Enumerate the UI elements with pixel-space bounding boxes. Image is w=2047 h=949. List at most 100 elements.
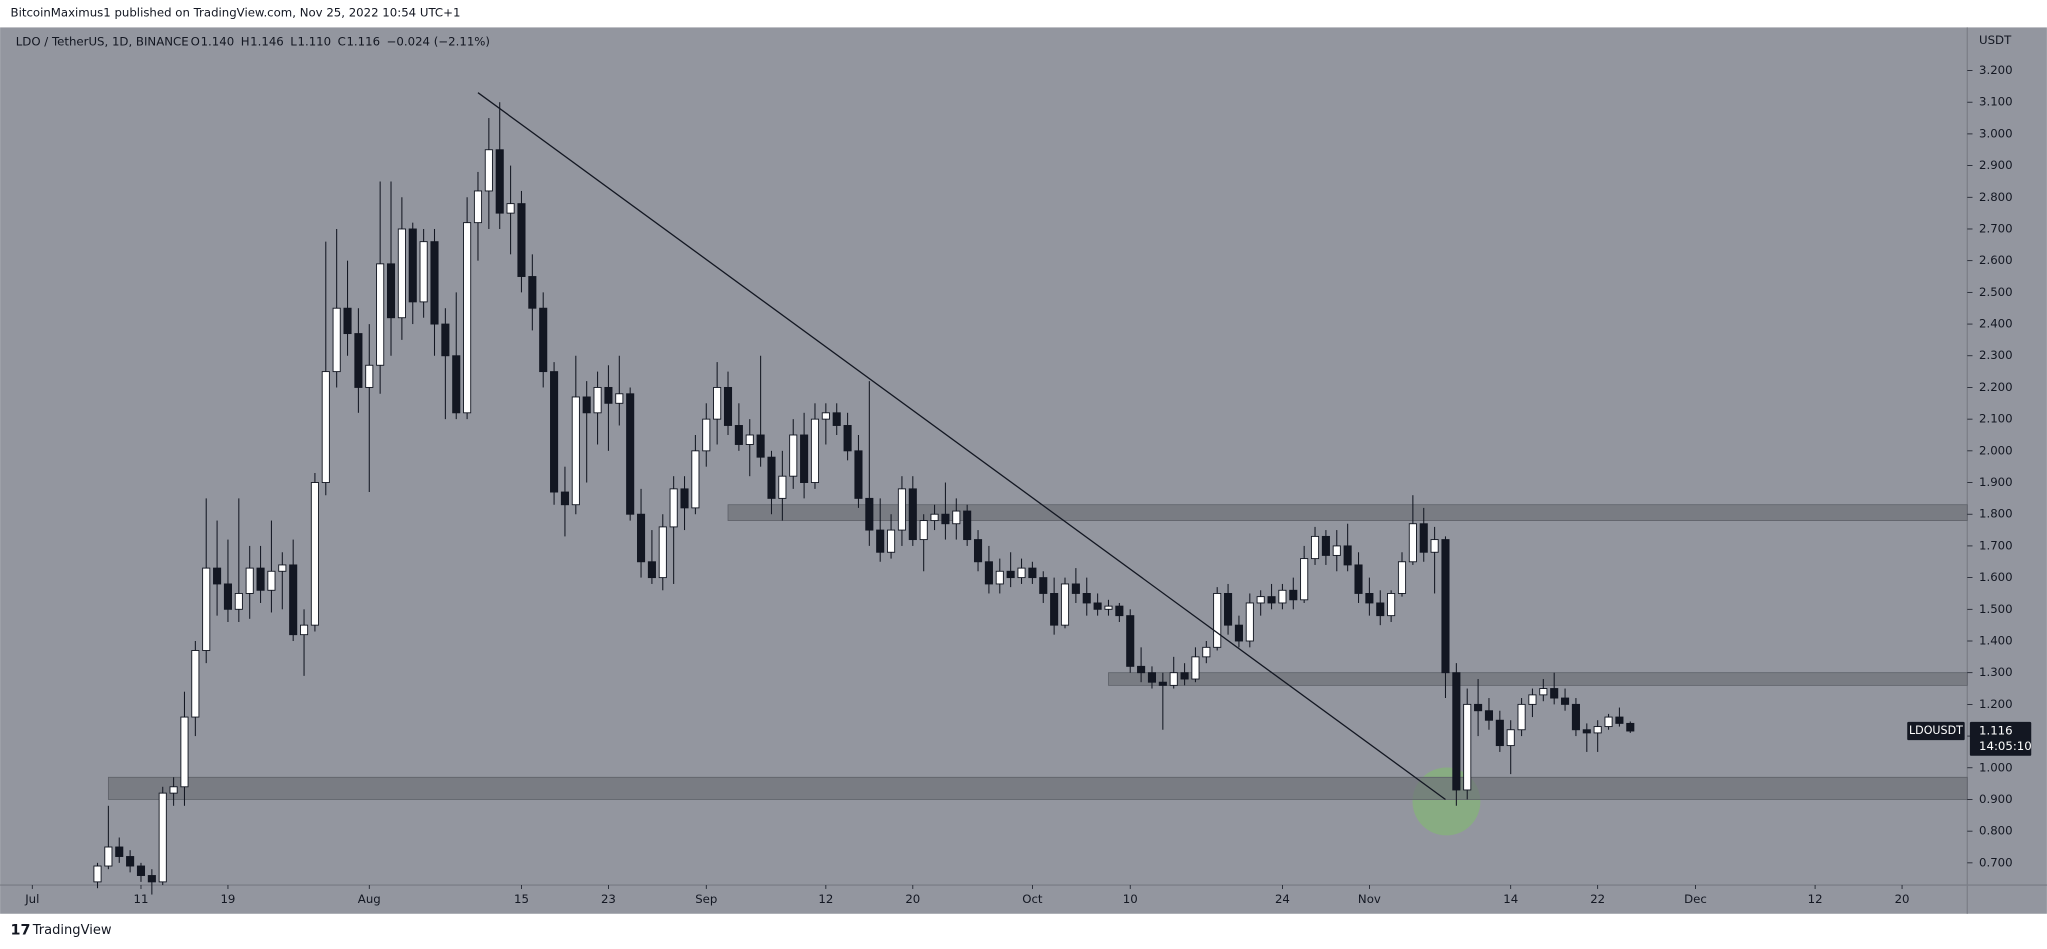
x-tick-label: 12 <box>1808 892 1823 906</box>
candle-body <box>1245 602 1254 642</box>
candle-body <box>1397 561 1407 594</box>
candle-body <box>256 567 265 591</box>
y-tick-label: 2.300 <box>1979 348 2013 362</box>
y-tick-label: 2.600 <box>1979 253 2013 267</box>
candle-body <box>550 371 559 493</box>
symbol-tag: LDOUSDT <box>1909 724 1963 737</box>
candle-body <box>1050 593 1059 626</box>
x-tick-label: 14 <box>1503 892 1518 906</box>
x-tick-label: Jul <box>24 892 39 906</box>
candle-body <box>1234 624 1243 642</box>
candle-body <box>1419 523 1428 553</box>
y-tick-label: 2.500 <box>1979 285 2013 299</box>
candle-body <box>1126 615 1135 667</box>
candle-body <box>756 434 765 458</box>
candle-body <box>560 491 569 506</box>
y-tick-label: 1.300 <box>1979 665 2013 679</box>
x-tick-label: 12 <box>818 892 833 906</box>
candle-body <box>1343 545 1352 566</box>
candle-body <box>430 241 439 325</box>
legend-value: −0.024 (−2.11%) <box>387 34 490 48</box>
candle-body <box>245 567 254 594</box>
candle-body <box>1474 703 1483 712</box>
y-tick-label: 3.200 <box>1979 63 2013 77</box>
candle-body <box>1463 703 1472 791</box>
candle-body <box>365 364 374 388</box>
candle-body <box>191 650 200 718</box>
candle-body <box>126 856 135 867</box>
y-tick-label: 1.600 <box>1979 570 2013 584</box>
legend-value: 1.110 <box>298 34 332 48</box>
candle-body <box>626 393 635 515</box>
y-tick-label: 1.800 <box>1979 507 2013 521</box>
candle-body <box>669 488 678 528</box>
legend-value: 1.116 <box>346 34 380 48</box>
candle-body <box>789 434 798 477</box>
candle-body <box>865 497 874 531</box>
candle-body <box>158 792 167 883</box>
y-tick-label: 1.000 <box>1979 760 2013 774</box>
candle-body <box>1604 716 1613 728</box>
candle-body <box>908 488 917 541</box>
candle-body <box>604 386 613 404</box>
candle-body <box>680 488 689 509</box>
y-tick-label: 0.700 <box>1979 855 2013 869</box>
plot-background <box>0 27 2047 914</box>
candle-body <box>169 786 178 794</box>
candle-body <box>1517 703 1526 731</box>
candle-body <box>1300 558 1309 601</box>
candle-body <box>376 263 385 366</box>
candle-body <box>1289 589 1298 601</box>
candle-body <box>1484 710 1494 721</box>
y-tick-label: 3.000 <box>1979 126 2013 140</box>
y-tick-label: 2.200 <box>1979 380 2013 394</box>
logo-mark: 17 <box>11 923 31 939</box>
legend-key: H <box>241 34 250 48</box>
candle-body <box>278 564 287 572</box>
candle-body <box>843 425 852 452</box>
x-tick-label: Aug <box>358 892 381 906</box>
candle-body <box>1093 602 1102 610</box>
marks <box>93 92 1968 895</box>
candle-body <box>1321 535 1330 556</box>
candle-body <box>1256 596 1265 604</box>
candle-body <box>223 583 232 610</box>
candle-body <box>887 529 896 553</box>
candle-body <box>517 203 526 277</box>
y-tick-label: 0.800 <box>1979 824 2013 838</box>
candle-body <box>408 228 417 303</box>
candle-body <box>1115 605 1124 617</box>
y-tick-label: 1.700 <box>1979 538 2013 552</box>
y-tick-label: 2.700 <box>1979 221 2013 235</box>
candle-body <box>180 716 189 788</box>
candle-body <box>832 412 841 426</box>
y-tick-label: 2.900 <box>1979 158 2013 172</box>
candle-body <box>1365 593 1374 604</box>
candle-body <box>463 222 472 414</box>
candle-body <box>1430 539 1439 553</box>
candle-body <box>778 475 787 499</box>
candle-body <box>745 434 754 445</box>
candle-body <box>1028 567 1037 579</box>
symbol: LDO / TetherUS, 1D, BINANCE <box>16 34 189 48</box>
candle-body <box>1582 729 1591 734</box>
candle-body <box>1626 722 1635 732</box>
x-tick-label: 22 <box>1590 892 1605 906</box>
candle-body <box>636 513 646 563</box>
candle-body <box>441 323 450 357</box>
candle-body <box>1278 589 1287 604</box>
candle-body <box>800 434 809 483</box>
candle-body <box>1332 545 1341 556</box>
candle-body <box>343 307 352 335</box>
x-tick-label: 15 <box>514 892 529 906</box>
candle-body <box>93 865 102 883</box>
candle-body <box>1376 602 1385 617</box>
candle-body <box>952 510 961 525</box>
zone <box>1108 672 1968 686</box>
candle-body <box>984 561 993 585</box>
candle-body <box>1017 567 1026 579</box>
x-tick-label: Oct <box>1022 892 1043 906</box>
candle-body <box>321 371 330 483</box>
candle-body <box>136 865 146 876</box>
